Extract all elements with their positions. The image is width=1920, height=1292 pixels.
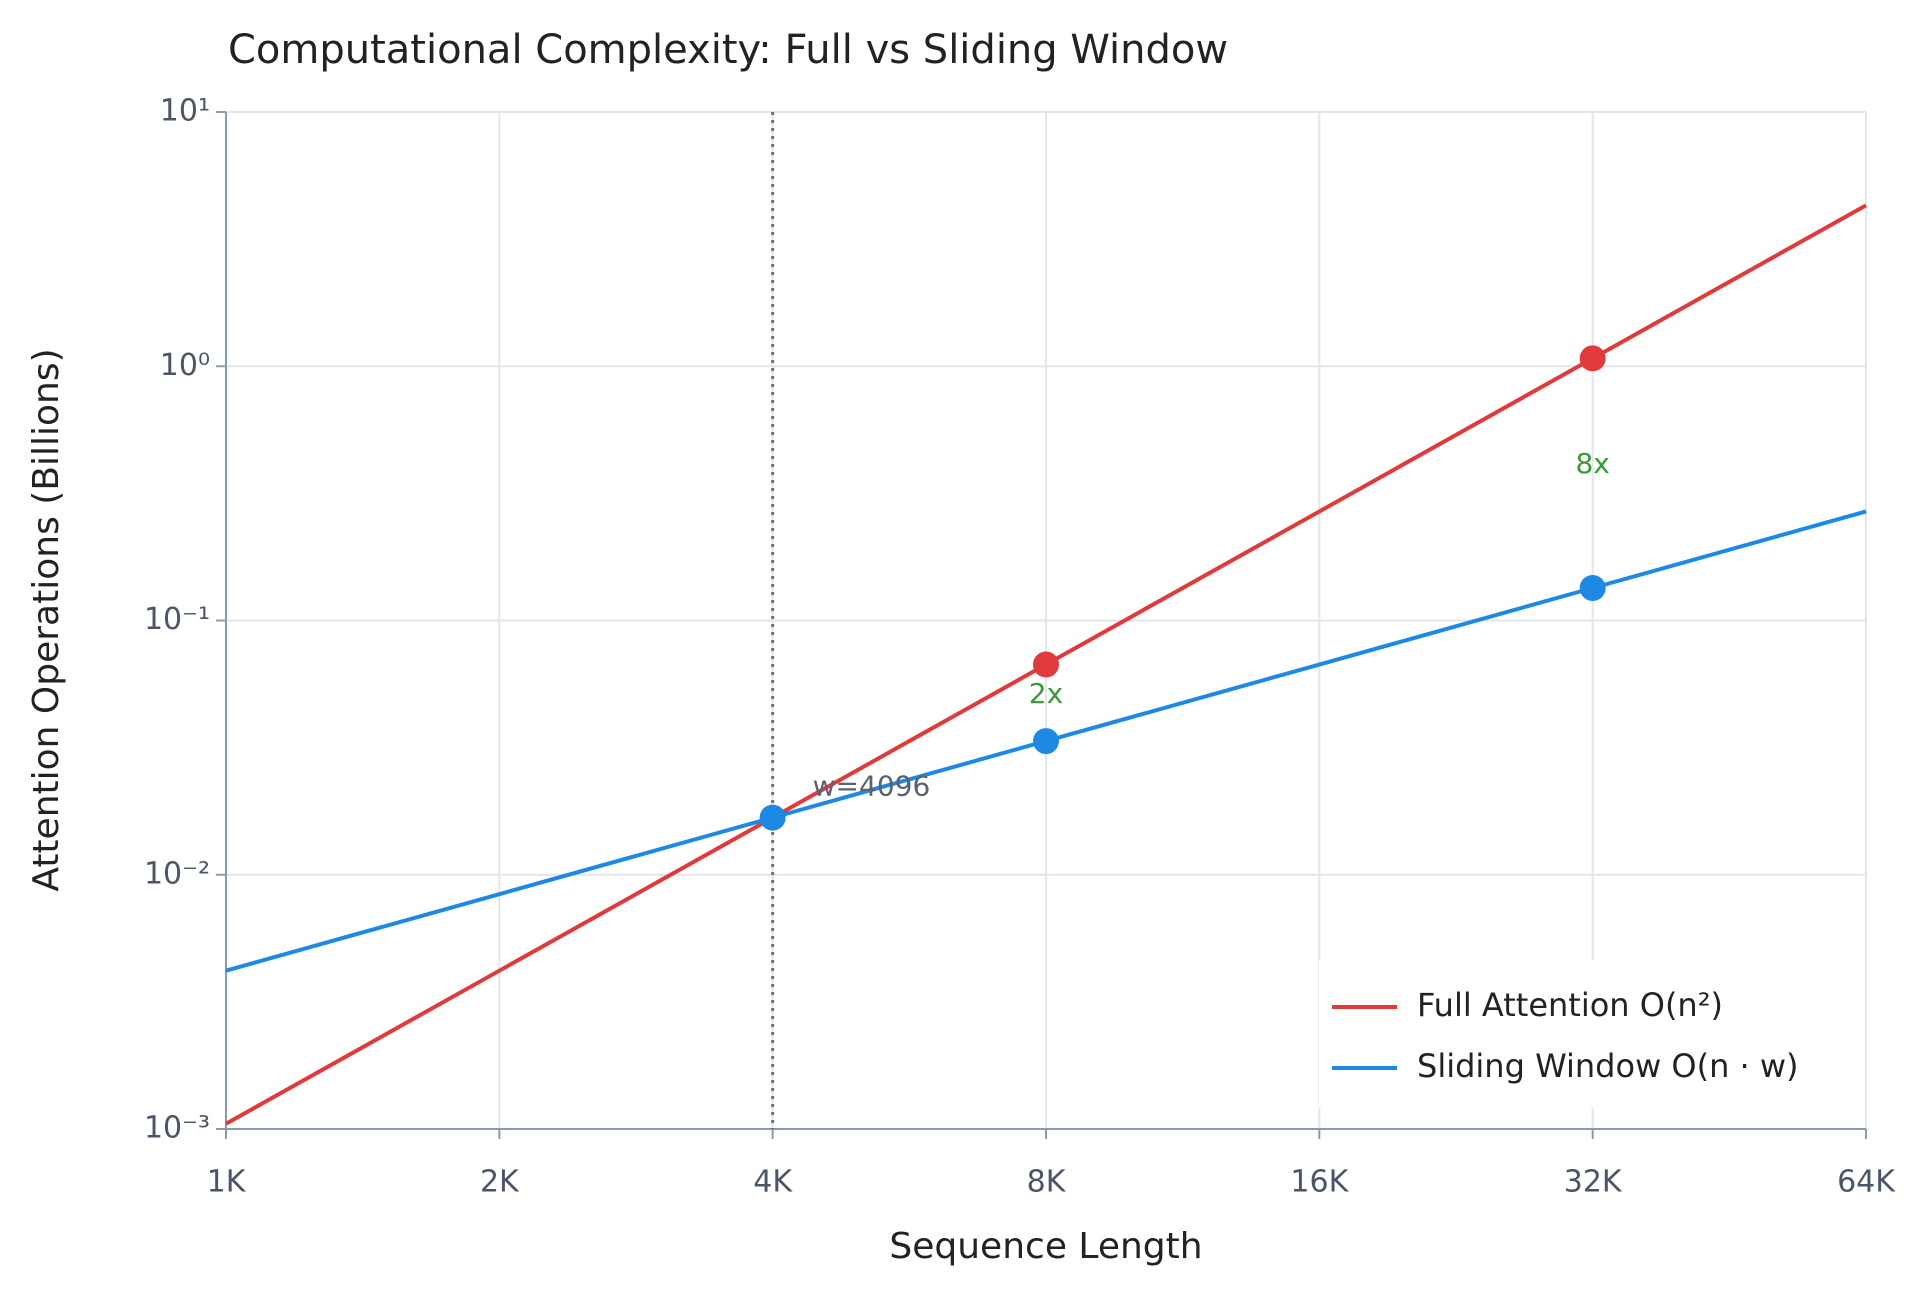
x-tick-label: 64K bbox=[1837, 1165, 1896, 1200]
x-axis-label: Sequence Length bbox=[889, 1226, 1202, 1267]
annotation: w=4096 bbox=[813, 770, 931, 803]
point-marker bbox=[1033, 651, 1059, 678]
annotation: 8x bbox=[1575, 447, 1609, 480]
y-tick-label: 10⁻² bbox=[144, 856, 210, 891]
point-marker bbox=[1579, 575, 1606, 602]
x-tick-label: 32K bbox=[1564, 1165, 1623, 1200]
x-tick-label: 8K bbox=[1027, 1165, 1067, 1200]
y-tick-label: 10⁻³ bbox=[144, 1111, 210, 1146]
x-tick-label: 4K bbox=[753, 1165, 793, 1200]
point-marker bbox=[759, 804, 786, 831]
chart-title: Computational Complexity: Full vs Slidin… bbox=[228, 27, 1228, 73]
y-tick-label: 10¹ bbox=[160, 94, 210, 129]
y-tick-label: 10⁰ bbox=[160, 348, 210, 383]
x-tick-label: 1K bbox=[207, 1165, 247, 1200]
legend-box bbox=[1319, 960, 1859, 1108]
x-tick-label: 16K bbox=[1290, 1165, 1349, 1200]
y-axis-label: Attention Operations (Billions) bbox=[26, 348, 67, 891]
point-marker bbox=[1579, 345, 1606, 372]
legend-label: Full Attention O(n²) bbox=[1417, 986, 1723, 1024]
point-marker bbox=[1033, 728, 1059, 755]
legend-label: Sliding Window O(n · w) bbox=[1417, 1047, 1799, 1085]
x-tick-label: 2K bbox=[480, 1165, 520, 1200]
annotation: 2x bbox=[1029, 677, 1063, 710]
y-tick-label: 10⁻¹ bbox=[144, 602, 210, 637]
